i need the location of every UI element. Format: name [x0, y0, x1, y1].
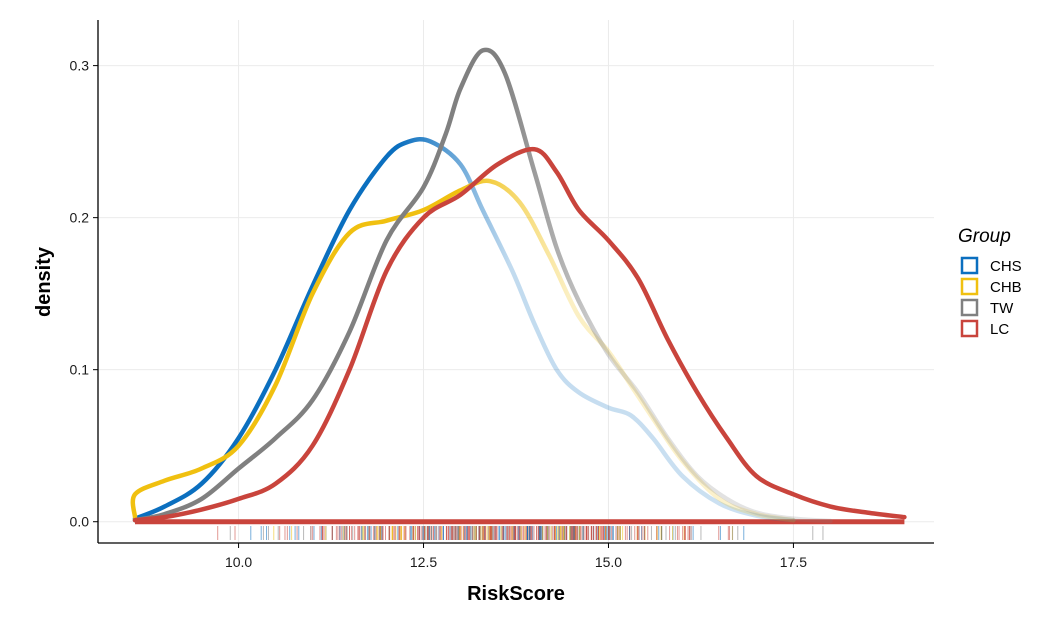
- density-curves: [130, 47, 907, 524]
- density-curve-tw: [132, 47, 833, 524]
- legend: Group CHS CHB TW LC: [958, 226, 1022, 338]
- x-axis-title: RiskScore: [467, 583, 565, 605]
- legend-label-lc: LC: [990, 321, 1009, 338]
- legend-key-chs: [960, 256, 979, 275]
- y-axis-title: density: [33, 246, 55, 317]
- y-tick-label: 0.2: [70, 210, 90, 226]
- legend-label-tw: TW: [990, 300, 1014, 317]
- legend-key-chb: [960, 277, 979, 296]
- rug-marks: [217, 526, 824, 540]
- legend-key-tw: [960, 298, 979, 317]
- y-ticks: 0.0 0.1 0.2 0.3: [70, 58, 98, 530]
- x-tick-label: 10.0: [225, 554, 252, 570]
- y-tick-label: 0.1: [70, 362, 90, 378]
- legend-title: Group: [958, 226, 1011, 247]
- x-tick-label: 15.0: [595, 554, 622, 570]
- legend-label-chb: CHB: [990, 279, 1022, 296]
- density-curve-lc: [132, 146, 907, 523]
- x-tick-label: 12.5: [410, 554, 437, 570]
- x-tick-label: 17.5: [780, 554, 807, 570]
- legend-key-lc: [960, 319, 979, 338]
- y-tick-label: 0.3: [70, 58, 90, 74]
- axes: [97, 20, 934, 544]
- density-curve-chs: [132, 137, 796, 523]
- y-tick-label: 0.0: [70, 514, 90, 530]
- x-ticks: 10.0 12.5 15.0 17.5: [225, 543, 807, 570]
- legend-label-chs: CHS: [990, 258, 1022, 275]
- density-curve-chb: [130, 178, 796, 523]
